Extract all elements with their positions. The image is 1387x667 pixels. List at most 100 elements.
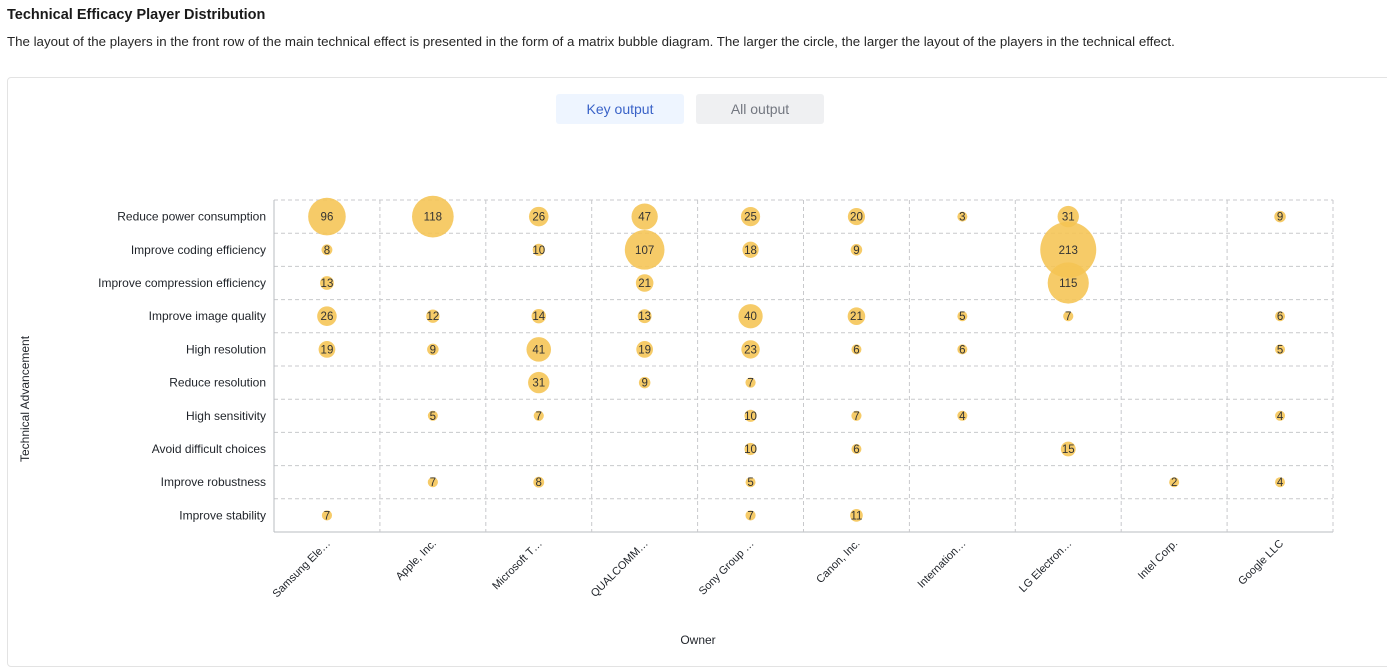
bubble-label: 5 — [430, 411, 436, 423]
bubble[interactable] — [1047, 262, 1089, 304]
bubble[interactable] — [532, 243, 545, 256]
bubble-label: 40 — [744, 311, 757, 323]
bubble[interactable] — [528, 206, 549, 227]
bubble[interactable] — [320, 276, 334, 290]
bubble-label: 5 — [959, 311, 965, 323]
x-tick-label: QUALCOMM… — [589, 538, 651, 600]
bubble-label: 13 — [321, 278, 334, 290]
x-tick-label: Microsoft T… — [490, 538, 545, 593]
bubble[interactable] — [1057, 205, 1079, 228]
bubble-label: 7 — [430, 477, 436, 489]
bubble[interactable] — [851, 344, 862, 355]
bubble[interactable] — [851, 444, 862, 454]
bubble-label: 4 — [1277, 477, 1284, 489]
bubble[interactable] — [745, 377, 756, 388]
bubble[interactable] — [741, 340, 760, 359]
bubble[interactable] — [957, 410, 968, 421]
bubble[interactable] — [957, 211, 968, 222]
bubble[interactable] — [318, 341, 336, 358]
bubble[interactable] — [427, 343, 439, 356]
bubble[interactable] — [738, 304, 763, 329]
y-tick-label: Improve coding efficiency — [131, 243, 266, 257]
bubble-label: 23 — [744, 344, 757, 356]
bubble[interactable] — [531, 309, 546, 324]
bubble-label: 20 — [850, 212, 863, 224]
bubble-label: 47 — [638, 212, 651, 224]
x-tick-label: Google LLC — [1236, 538, 1286, 588]
y-tick-label: Avoid difficult choices — [152, 442, 266, 456]
bubble[interactable] — [637, 309, 652, 324]
bubble-label: 9 — [641, 378, 647, 390]
bubble[interactable] — [1275, 311, 1286, 322]
x-tick-label: LG Electron… — [1017, 538, 1074, 595]
bubble[interactable] — [308, 197, 346, 236]
bubble-label: 9 — [430, 344, 436, 356]
bubble-label: 9 — [1277, 212, 1283, 224]
bubble[interactable] — [850, 244, 863, 256]
bubble-label: 15 — [1062, 444, 1075, 456]
y-axis-title: Technical Advancement — [18, 335, 32, 462]
bubble[interactable] — [745, 477, 756, 488]
bubble[interactable] — [412, 195, 454, 238]
bubble[interactable] — [1275, 344, 1286, 355]
bubble[interactable] — [745, 510, 756, 521]
bubble[interactable] — [742, 241, 759, 258]
bubble-label: 14 — [532, 311, 545, 323]
y-tick-label: Improve compression efficiency — [98, 276, 266, 290]
bubble[interactable] — [847, 307, 866, 325]
x-tick-label: Intel Corp. — [1136, 538, 1180, 582]
y-tick-label: Reduce power consumption — [117, 210, 266, 224]
bubble[interactable] — [851, 410, 862, 421]
bubble-label: 9 — [853, 245, 859, 257]
bubble[interactable] — [636, 341, 654, 358]
bubble[interactable] — [624, 229, 665, 270]
x-tick-label: Internation… — [915, 538, 968, 591]
bubble[interactable] — [533, 410, 544, 421]
bubble[interactable] — [533, 476, 545, 488]
bubble-label: 31 — [532, 378, 545, 390]
bubble[interactable] — [847, 208, 866, 226]
bubble[interactable] — [1169, 477, 1180, 488]
tab-all-output[interactable]: All output — [696, 94, 824, 124]
bubble[interactable] — [1274, 210, 1286, 223]
bubble[interactable] — [1060, 441, 1076, 457]
x-tick-label: Samsung Ele… — [271, 538, 334, 601]
bubble[interactable] — [631, 203, 658, 230]
bubble-label: 107 — [635, 245, 654, 257]
y-tick-label: Improve robustness — [161, 475, 266, 489]
x-tick-label: Sony Group … — [697, 538, 757, 598]
bubble[interactable] — [957, 311, 968, 322]
tab-key-output[interactable]: Key output — [556, 94, 684, 124]
bubble[interactable] — [638, 376, 651, 389]
bubble[interactable] — [744, 442, 757, 456]
bubble[interactable] — [1275, 410, 1286, 421]
bubble[interactable] — [427, 477, 438, 488]
bubble[interactable] — [317, 306, 337, 326]
bubble[interactable] — [1275, 477, 1286, 488]
x-tick-label: Canon, Inc. — [814, 538, 862, 586]
bubble-label: 8 — [536, 477, 542, 489]
bubble-label: 25 — [744, 212, 757, 224]
bubble-label: 6 — [959, 344, 965, 356]
bubble[interactable] — [850, 509, 863, 522]
bubble[interactable] — [635, 274, 654, 292]
bubble[interactable] — [427, 410, 438, 421]
y-tick-label: High resolution — [186, 342, 266, 356]
bubble[interactable] — [740, 207, 761, 227]
bubble[interactable] — [321, 510, 333, 521]
bubble-label: 31 — [1062, 212, 1075, 224]
bubble[interactable] — [321, 244, 333, 256]
bubble[interactable] — [1063, 311, 1074, 322]
bubble[interactable] — [744, 409, 757, 422]
bubble-label: 19 — [321, 344, 334, 356]
bubble-label: 6 — [853, 444, 859, 456]
bubble[interactable] — [1040, 221, 1097, 278]
bubble[interactable] — [426, 309, 440, 323]
bubble[interactable] — [528, 371, 550, 394]
bubble-label: 10 — [744, 444, 757, 456]
bubble-label: 41 — [532, 344, 545, 356]
bubble[interactable] — [957, 344, 968, 355]
bubble-label: 6 — [1277, 311, 1283, 323]
bubble[interactable] — [526, 337, 552, 362]
bubble-label: 13 — [638, 311, 651, 323]
